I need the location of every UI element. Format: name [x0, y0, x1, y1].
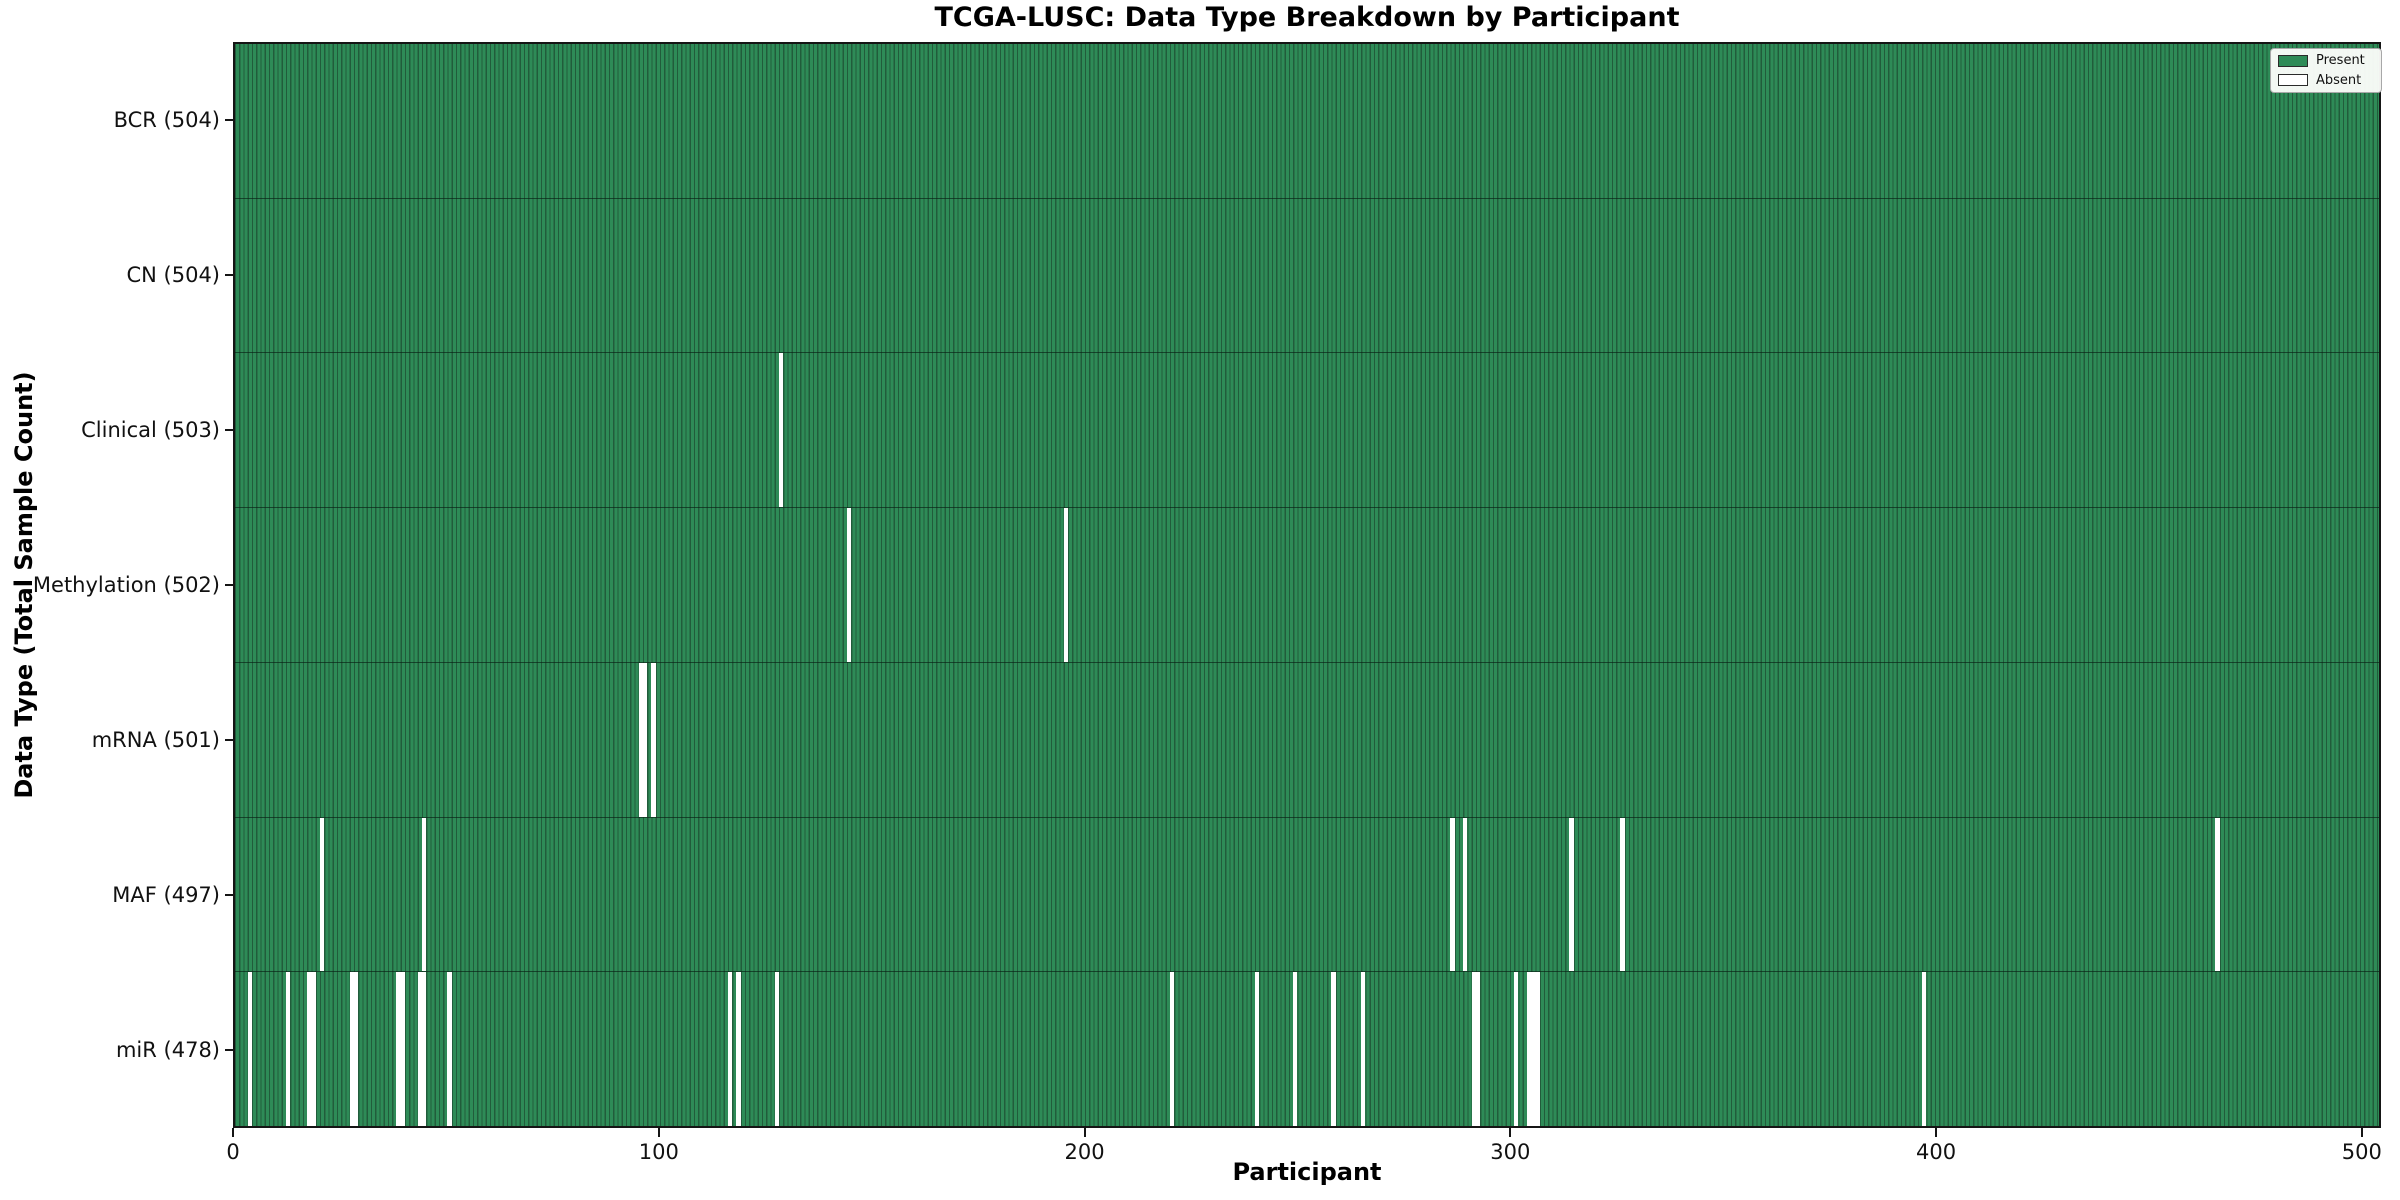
- absent-strip-miR-128: [774, 972, 779, 1127]
- x-tick-label-200: 200: [1064, 1140, 1105, 1164]
- x-tick-mark-300: [1509, 1128, 1512, 1137]
- row-BCR: [235, 44, 2379, 199]
- legend-label-absent: Absent: [2316, 72, 2362, 88]
- x-tick-label-100: 100: [638, 1140, 679, 1164]
- absent-strip-miR-250: [1293, 972, 1298, 1127]
- row-Methylation: [235, 508, 2379, 663]
- x-tick-mark-200: [1083, 1128, 1086, 1137]
- y-tick-label-mRNA: mRNA (501): [91, 728, 220, 753]
- y-tick-mark-BCR: [225, 118, 233, 121]
- legend-entry-present: Present: [2278, 53, 2374, 69]
- row-CN: [235, 198, 2379, 354]
- plot-area: [233, 42, 2381, 1128]
- x-tick-label-300: 300: [1490, 1140, 1531, 1164]
- absent-strip-mRNA-96: [638, 662, 643, 817]
- absent-strip-miR-44: [417, 972, 422, 1127]
- absent-strip-miR-305: [1526, 972, 1532, 1127]
- absent-strip-miR-398: [1922, 972, 1927, 1127]
- present-swatch-icon: [2278, 54, 2308, 67]
- absent-strip-mRNA-99: [651, 662, 656, 817]
- absent-strip-miR-306: [1531, 972, 1536, 1127]
- absent-strip-MAF-45: [421, 817, 427, 972]
- chart-title: TCGA-LUSC: Data Type Breakdown by Partic…: [934, 2, 1680, 33]
- absent-strip-miR-292: [1471, 972, 1476, 1127]
- absent-swatch-icon: [2278, 74, 2308, 87]
- y-tick-mark-MAF: [225, 894, 233, 897]
- legend-label-present: Present: [2316, 53, 2365, 68]
- legend: Present Absent: [2270, 48, 2382, 94]
- absent-strip-mRNA-97: [642, 662, 648, 817]
- y-tick-mark-CN: [225, 273, 233, 276]
- absent-strip-MAF-290: [1463, 817, 1468, 972]
- absent-strip-miR-302: [1514, 972, 1519, 1127]
- absent-strip-miR-39: [396, 972, 401, 1127]
- absent-strip-miR-4: [247, 972, 252, 1127]
- row-mRNA: [235, 662, 2379, 818]
- absent-strip-miR-13: [285, 972, 291, 1127]
- absent-strip-miR-293: [1475, 972, 1481, 1127]
- y-tick-label-Methylation: Methylation (502): [32, 573, 220, 597]
- absent-strip-miR-221: [1169, 972, 1175, 1127]
- y-tick-label-CN: CN (504): [126, 262, 220, 287]
- absent-strip-miR-45: [421, 972, 427, 1127]
- y-tick-mark-mRNA: [225, 739, 233, 742]
- y-tick-label-MAF: MAF (497): [112, 883, 220, 908]
- absent-strip-MAF-315: [1569, 817, 1574, 972]
- x-tick-label-400: 400: [1916, 1140, 1957, 1164]
- absent-strip-miR-119: [736, 972, 741, 1127]
- absent-strip-Methylation-145: [846, 508, 852, 662]
- y-tick-label-miR: miR (478): [115, 1038, 220, 1063]
- y-tick-label-BCR: BCR (504): [113, 107, 220, 132]
- x-axis-label: Participant: [1232, 1158, 1382, 1186]
- absent-strip-miR-266: [1361, 972, 1366, 1127]
- absent-strip-miR-19: [311, 972, 316, 1127]
- absent-strip-miR-29: [353, 972, 359, 1127]
- absent-strip-miR-259: [1331, 972, 1336, 1127]
- y-tick-mark-Methylation: [225, 584, 233, 586]
- absent-strip-miR-241: [1254, 972, 1260, 1127]
- absent-strip-Clinical-129: [778, 353, 784, 508]
- absent-strip-miR-28: [349, 972, 354, 1127]
- absent-strip-miR-51: [447, 972, 452, 1127]
- absent-strip-MAF-467: [2215, 817, 2220, 972]
- row-Clinical: [235, 353, 2379, 509]
- y-tick-mark-miR: [225, 1049, 233, 1052]
- row-MAF: [235, 817, 2379, 973]
- row-miR: [235, 972, 2379, 1127]
- absent-strip-miR-307: [1535, 972, 1540, 1127]
- absent-strip-MAF-287: [1450, 817, 1455, 972]
- x-tick-label-500: 500: [2341, 1140, 2382, 1164]
- absent-strip-miR-117: [727, 972, 733, 1127]
- y-tick-label-Clinical: Clinical (503): [81, 417, 220, 442]
- absent-strip-Methylation-196: [1063, 508, 1068, 662]
- absent-strip-MAF-21: [319, 817, 325, 972]
- absent-strip-MAF-327: [1620, 817, 1625, 972]
- x-tick-label-0: 0: [226, 1140, 240, 1164]
- absent-strip-miR-18: [307, 972, 312, 1127]
- legend-entry-absent: Absent: [2278, 73, 2374, 89]
- x-tick-mark-0: [232, 1128, 234, 1137]
- absent-strip-miR-40: [400, 972, 405, 1127]
- x-tick-mark-100: [657, 1128, 660, 1137]
- x-tick-mark-500: [2360, 1128, 2363, 1137]
- x-tick-mark-400: [1935, 1128, 1938, 1137]
- y-tick-mark-Clinical: [225, 428, 233, 431]
